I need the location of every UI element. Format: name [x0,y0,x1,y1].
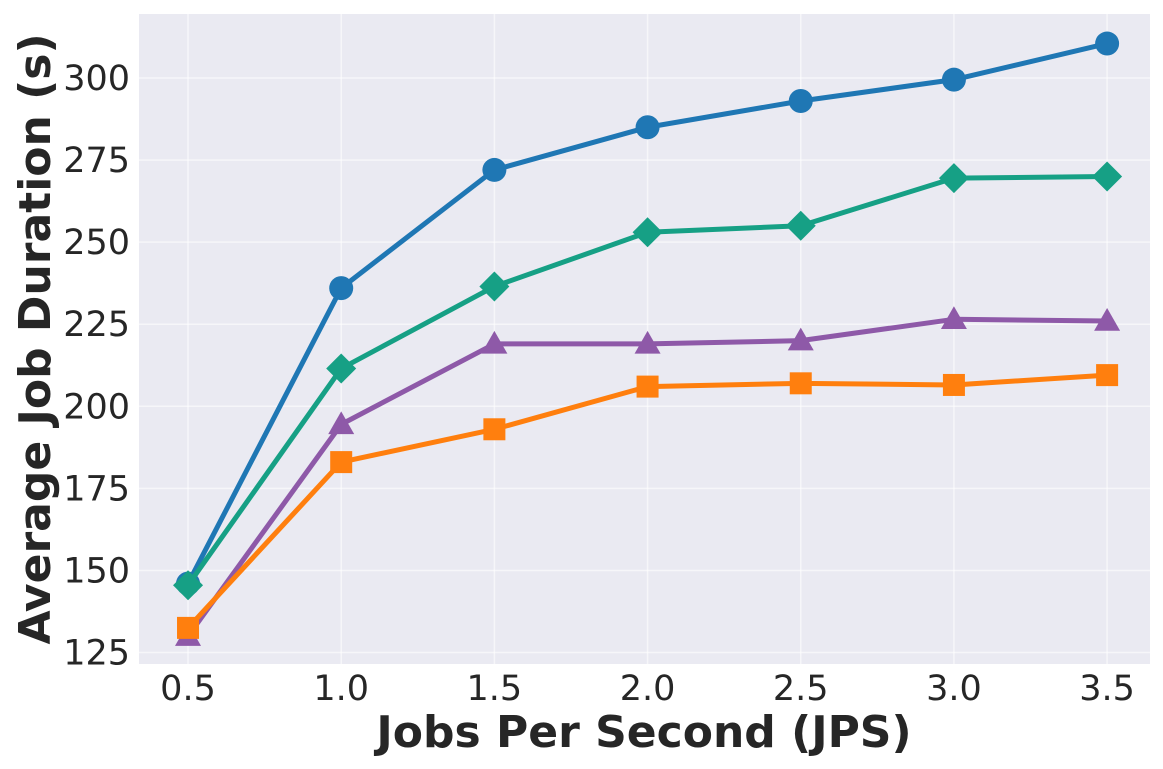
data-point-triangle [481,330,508,354]
data-point-square [177,616,200,639]
y-tick-label: 250 [63,223,130,263]
data-point-diamond [326,353,357,384]
data-point-circle [482,157,507,182]
data-point-diamond [479,271,510,302]
series-diamond [173,161,1123,601]
data-point-triangle [1094,307,1121,331]
series-square [177,364,1119,639]
x-axis-title: Jobs Per Second (JPS) [373,707,911,758]
data-point-triangle [940,306,967,330]
y-tick-label: 225 [63,305,130,345]
x-tick-label: 3.5 [1079,669,1135,709]
data-point-circle [941,67,966,92]
y-tick-label: 300 [63,59,130,99]
data-point-diamond [632,217,663,248]
data-point-square [636,375,659,398]
y-tick-label: 150 [63,551,130,591]
data-point-circle [635,115,660,140]
data-point-triangle [787,327,814,351]
data-point-triangle [634,330,661,354]
x-tick-label: 1.5 [467,669,523,709]
data-point-square [942,373,965,396]
x-tick-labels: 0.5 1.0 1.5 2.0 2.5 3.0 3.5 [160,669,1135,709]
data-point-diamond [938,163,969,194]
data-point-square [483,418,506,441]
y-tick-label: 175 [63,469,130,509]
data-point-diamond [173,570,204,601]
y-tick-label: 125 [63,634,130,674]
x-tick-label: 1.0 [313,669,369,709]
y-tick-label: 200 [63,387,130,427]
data-point-circle [329,276,354,301]
data-point-circle [1095,31,1120,56]
grid [139,14,1150,664]
data-point-square [789,372,812,395]
x-tick-label: 3.0 [926,669,982,709]
y-tick-label: 275 [63,141,130,181]
y-axis-title: Average Job Duration (s) [10,33,61,644]
x-tick-label: 2.5 [773,669,829,709]
y-tick-labels: 125 150 175 200 225 250 275 300 [63,59,130,673]
x-tick-label: 0.5 [160,669,216,709]
series-circle [176,31,1120,596]
data-point-circle [788,88,813,113]
series-group [173,31,1123,646]
data-point-square [330,451,353,474]
data-point-square [1096,364,1119,387]
series-triangle [175,306,1121,646]
data-point-diamond [1092,161,1123,192]
data-point-triangle [328,411,355,435]
data-point-diamond [785,210,816,241]
x-tick-label: 2.0 [620,669,676,709]
